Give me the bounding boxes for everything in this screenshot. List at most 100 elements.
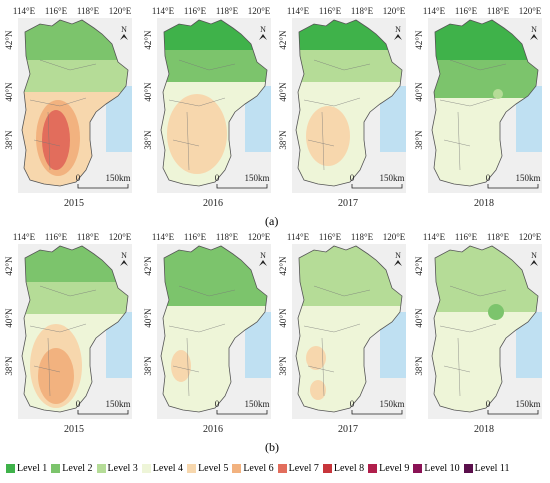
legend-swatch <box>322 463 332 473</box>
map-panel-b-2018 <box>428 244 542 419</box>
legend-swatch <box>187 463 197 473</box>
longitude-tick-label: 114°E <box>423 232 446 242</box>
map-panel-a-2015 <box>18 18 132 193</box>
scale-bar-end: 150km <box>379 399 404 409</box>
county-boundaries <box>303 285 371 397</box>
legend-swatch <box>96 463 106 473</box>
legend-item: Level 8 <box>322 463 364 474</box>
legend-label: Level 9 <box>379 462 410 474</box>
longitude-tick-label: 114°E <box>287 6 310 16</box>
map-panel-a-2018 <box>428 18 542 193</box>
north-arrow-icon <box>394 260 402 266</box>
latitude-tick-label: 40°N <box>414 308 424 328</box>
latitude-tick-label: 42°N <box>414 30 424 50</box>
north-arrow-icon <box>120 260 128 266</box>
legend-swatch <box>51 463 61 473</box>
year-label: 2018 <box>474 424 494 435</box>
legend-label: Level 6 <box>243 462 274 474</box>
longitude-tick-label: 120°E <box>383 6 406 16</box>
legend-item: Level 1 <box>6 463 47 474</box>
legend-item: Level 7 <box>277 463 319 474</box>
panel-decorations: 114°E 116°E 118°E 120°E 42°N 40°N 38°N N 0 150km 2… <box>414 6 542 209</box>
longitude-tick-label: 120°E <box>519 232 542 242</box>
latitude-tick-label: 40°N <box>278 308 288 328</box>
county-boundaries <box>168 285 236 397</box>
scale-bar-start: 0 <box>76 399 81 409</box>
scale-bar <box>351 184 403 189</box>
longitude-tick-label: 116°E <box>184 232 207 242</box>
longitude-tick-label: 118°E <box>216 6 239 16</box>
scale-bar-end: 150km <box>515 399 540 409</box>
longitude-tick-label: 118°E <box>487 6 510 16</box>
longitude-tick-label: 120°E <box>519 6 542 16</box>
latitude-tick-label: 38°N <box>278 130 288 150</box>
longitude-tick-label: 118°E <box>351 6 374 16</box>
map-panel-b-2017 <box>292 244 406 419</box>
county-boundaries <box>29 285 97 397</box>
year-label: 2016 <box>203 424 223 435</box>
latitude-tick-label: 40°N <box>143 308 153 328</box>
scale-bar <box>77 184 129 189</box>
longitude-tick-label: 118°E <box>77 232 100 242</box>
level-zone <box>42 110 70 170</box>
longitude-tick-label: 114°E <box>152 232 175 242</box>
county-boundaries <box>439 285 507 397</box>
scale-bar-start: 0 <box>76 173 81 183</box>
latitude-tick-label: 40°N <box>4 82 14 102</box>
north-arrow-label: N <box>395 25 401 34</box>
panel-decorations: 114°E 116°E 118°E 120°E 42°N 40°N 38°N N 0 150km 2… <box>143 6 271 209</box>
north-arrow-icon <box>259 260 267 266</box>
map-panel-a-2017 <box>292 18 406 193</box>
longitude-tick-label: 116°E <box>455 6 478 16</box>
legend-label: Level 1 <box>17 462 48 474</box>
scale-bar-end: 150km <box>105 399 130 409</box>
legend-item: Level 3 <box>96 463 138 474</box>
panel-label-b: (b) <box>265 440 279 454</box>
longitude-tick-label: 114°E <box>13 232 36 242</box>
level-zone <box>171 350 191 382</box>
legend-item: Level 4 <box>141 463 183 474</box>
longitude-tick-label: 116°E <box>45 232 68 242</box>
scale-bar-end: 150km <box>105 173 130 183</box>
level-zone <box>493 89 503 99</box>
north-arrow-icon <box>530 34 538 40</box>
legend-swatch <box>141 463 151 473</box>
map-panel-b-2016 <box>157 244 271 419</box>
legend-label: Level 10 <box>424 462 460 474</box>
longitude-tick-label: 120°E <box>248 232 271 242</box>
map-panel-b-2015 <box>18 244 132 419</box>
legend-label: Level 2 <box>62 462 93 474</box>
longitude-tick-label: 114°E <box>152 6 175 16</box>
latitude-tick-label: 40°N <box>278 82 288 102</box>
year-label: 2018 <box>474 198 494 209</box>
latitude-tick-label: 38°N <box>414 356 424 376</box>
longitude-tick-label: 116°E <box>184 6 207 16</box>
scale-bar-start: 0 <box>486 173 491 183</box>
longitude-tick-label: 120°E <box>109 232 132 242</box>
scale-bar-start: 0 <box>350 173 355 183</box>
panel-decorations: 114°E 116°E 118°E 120°E 42°N 40°N 38°N N 0 150km 2… <box>4 6 132 209</box>
county-boundaries <box>303 59 371 171</box>
scale-bar <box>487 410 539 415</box>
latitude-tick-label: 42°N <box>278 256 288 276</box>
panel-decorations: 114°E 116°E 118°E 120°E 42°N 40°N 38°N N 0 150km 2… <box>143 232 271 435</box>
latitude-tick-label: 40°N <box>414 82 424 102</box>
scale-bar-end: 150km <box>244 173 269 183</box>
level-zone <box>310 380 326 400</box>
longitude-tick-label: 114°E <box>423 6 446 16</box>
level-zone <box>167 94 227 174</box>
latitude-tick-label: 38°N <box>4 356 14 376</box>
legend-item: Level 2 <box>51 462 93 474</box>
legend-item: Level 6 <box>232 462 274 474</box>
latitude-tick-label: 40°N <box>143 82 153 102</box>
year-label: 2017 <box>338 424 358 435</box>
level-zone <box>38 348 74 404</box>
scale-bar <box>216 184 268 189</box>
panel-decorations: 114°E 116°E 118°E 120°E 42°N 40°N 38°N N 0 150km 2… <box>414 232 542 435</box>
map-panel-a-2016 <box>157 18 271 193</box>
longitude-tick-label: 120°E <box>109 6 132 16</box>
legend-item: Level 5 <box>187 463 228 474</box>
county-boundaries <box>168 59 236 171</box>
latitude-tick-label: 42°N <box>278 30 288 50</box>
